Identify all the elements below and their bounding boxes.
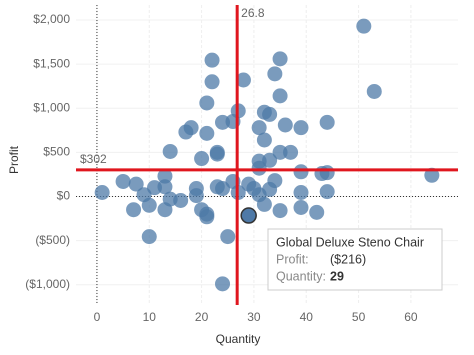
data-point — [162, 143, 178, 159]
x-tick-label: 40 — [300, 310, 314, 324]
data-point — [220, 229, 236, 245]
data-point — [251, 120, 267, 136]
tooltip-value: 29 — [330, 269, 344, 283]
data-point — [272, 203, 288, 219]
data-point — [141, 197, 157, 213]
data-point — [256, 196, 272, 212]
x-tick-label: 20 — [195, 310, 209, 324]
data-point — [157, 202, 173, 218]
data-point — [173, 192, 189, 208]
data-point — [262, 106, 278, 122]
reference-label: 26.8 — [241, 6, 265, 20]
data-point — [293, 164, 309, 180]
tooltip-label: Quantity: — [276, 269, 326, 283]
y-tick-label: ($1,000) — [25, 277, 70, 291]
data-point — [319, 184, 335, 200]
data-point — [262, 152, 278, 168]
data-point — [215, 276, 231, 292]
data-point — [128, 176, 144, 192]
data-point — [194, 151, 210, 167]
y-tick-label: $0 — [57, 189, 71, 203]
data-point — [272, 88, 288, 104]
y-tick-label: $1,000 — [33, 100, 70, 114]
tooltip-label: Profit: — [276, 252, 309, 266]
data-point — [209, 146, 225, 162]
data-point — [240, 207, 257, 224]
data-point — [356, 18, 372, 34]
reference-label: $302 — [80, 152, 107, 166]
data-point — [424, 167, 440, 183]
x-tick-label: 50 — [352, 310, 366, 324]
data-point — [94, 185, 110, 200]
y-tick-label: $500 — [43, 145, 70, 159]
x-tick-label: 30 — [247, 310, 261, 324]
data-point — [319, 165, 335, 181]
data-point — [256, 132, 272, 148]
data-point — [157, 168, 173, 184]
data-point — [199, 206, 215, 222]
data-point — [199, 125, 215, 141]
data-point — [267, 66, 283, 82]
y-tick-label: $2,000 — [33, 12, 70, 26]
data-point — [366, 83, 382, 99]
data-point — [188, 188, 204, 204]
data-point — [126, 202, 142, 218]
x-tick-label: 60 — [404, 310, 418, 324]
tooltip-title: Global Deluxe Steno Chair — [276, 235, 424, 249]
data-point — [199, 95, 215, 111]
data-point — [319, 114, 335, 130]
data-point — [277, 117, 293, 133]
data-point — [272, 144, 288, 160]
data-point — [141, 229, 157, 245]
data-point — [309, 204, 325, 220]
x-tick-label: 10 — [143, 310, 157, 324]
data-point — [293, 200, 309, 215]
data-point — [215, 114, 231, 130]
data-point — [146, 180, 162, 196]
x-axis-title: Quantity — [216, 332, 261, 346]
data-point — [204, 74, 220, 90]
y-axis-title: Profit — [7, 145, 21, 174]
data-point — [183, 120, 199, 136]
data-point — [267, 173, 283, 189]
data-point — [115, 173, 131, 189]
data-point — [293, 120, 309, 136]
data-point — [283, 144, 299, 160]
data-point — [204, 52, 220, 68]
y-tick-label: $1,500 — [33, 56, 70, 70]
data-point — [251, 160, 267, 176]
data-point — [293, 185, 309, 200]
x-tick-label: 0 — [94, 310, 101, 324]
data-point — [272, 51, 288, 67]
tooltip-box — [267, 228, 443, 291]
y-tick-label: ($500) — [35, 233, 70, 247]
data-point — [235, 72, 251, 88]
tooltip-value: ($216) — [330, 252, 366, 266]
